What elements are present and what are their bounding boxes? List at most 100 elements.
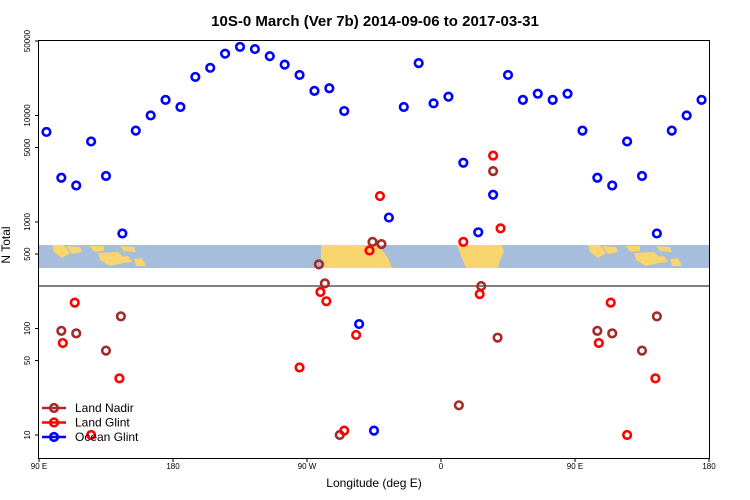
legend-item-ocean-glint: Ocean Glint xyxy=(42,430,139,444)
y-axis: 10 50 100 500 1000 5000 10000 50000 xyxy=(23,29,39,439)
point-land-glint xyxy=(474,289,485,300)
plot-frame xyxy=(38,40,710,459)
point-ocean-glint xyxy=(622,136,633,147)
point-ocean-glint xyxy=(100,170,112,182)
point-land-glint xyxy=(364,245,375,256)
point-ocean-glint xyxy=(249,43,260,55)
point-land-glint xyxy=(650,373,661,384)
point-land-glint xyxy=(315,286,326,298)
point-ocean-glint xyxy=(473,227,484,238)
point-ocean-glint xyxy=(117,228,128,239)
point-ocean-glint xyxy=(413,58,424,69)
point-ocean-glint xyxy=(145,110,156,121)
x-tick-label: 180 xyxy=(702,462,716,471)
point-land-glint xyxy=(339,425,350,436)
chart-title: 10S-0 March (Ver 7b) 2014-09-06 to 2017-… xyxy=(211,13,539,30)
y-tick-label: 500 xyxy=(23,247,32,261)
y-tick-label: 5000 xyxy=(23,138,32,156)
legend-item-land-nadir: Land Nadir xyxy=(42,401,134,415)
x-tick-label: 180 xyxy=(166,462,180,471)
point-ocean-glint xyxy=(696,94,707,105)
x-tick-label: 90 W xyxy=(298,462,317,471)
y-tick-label: 100 xyxy=(23,321,32,335)
point-land-nadir xyxy=(56,325,67,336)
point-ocean-glint xyxy=(130,125,141,136)
point-land-nadir xyxy=(651,311,662,322)
point-land-glint xyxy=(86,429,97,441)
point-ocean-glint xyxy=(264,51,275,62)
point-land-glint xyxy=(458,236,469,247)
y-tick-label: 50 xyxy=(23,356,32,365)
point-ocean-glint xyxy=(294,69,305,81)
point-land-glint xyxy=(374,190,386,202)
legend-item-land-glint: Land Glint xyxy=(42,416,130,430)
point-land-glint xyxy=(69,297,80,308)
point-land-nadir xyxy=(115,311,126,322)
point-ocean-glint xyxy=(502,69,514,81)
y-tick-label: 50000 xyxy=(23,29,32,52)
series-land-nadir xyxy=(56,166,662,441)
series-land-glint xyxy=(57,150,661,441)
point-land-nadir xyxy=(319,278,330,289)
point-ocean-glint xyxy=(488,189,499,200)
point-land-glint xyxy=(605,297,616,308)
point-land-nadir xyxy=(453,400,464,411)
point-ocean-glint xyxy=(443,91,454,102)
point-land-glint xyxy=(351,329,362,341)
point-ocean-glint xyxy=(547,94,558,105)
point-land-nadir xyxy=(367,236,378,247)
point-ocean-glint xyxy=(190,71,201,83)
point-ocean-glint xyxy=(234,41,246,53)
point-ocean-glint xyxy=(517,94,528,105)
point-ocean-glint xyxy=(681,110,692,121)
point-ocean-glint xyxy=(368,425,380,436)
point-ocean-glint xyxy=(458,157,469,168)
point-ocean-glint xyxy=(41,126,52,138)
legend-marker xyxy=(48,402,60,414)
legend-marker xyxy=(48,431,60,443)
y-tick-label: 10 xyxy=(23,430,32,439)
point-ocean-glint xyxy=(666,125,677,136)
point-ocean-glint xyxy=(56,172,67,183)
x-tick-label: 90 E xyxy=(567,462,583,471)
point-ocean-glint xyxy=(577,125,588,136)
point-land-glint xyxy=(622,429,633,441)
series-ocean-glint xyxy=(41,41,707,436)
point-land-glint xyxy=(495,223,506,234)
point-land-glint xyxy=(488,150,499,161)
point-ocean-glint xyxy=(398,101,409,113)
y-tick-label: 1000 xyxy=(23,213,32,231)
point-land-nadir xyxy=(100,345,112,356)
point-land-glint xyxy=(593,337,604,349)
point-ocean-glint xyxy=(175,101,186,113)
point-ocean-glint xyxy=(86,136,97,147)
point-ocean-glint xyxy=(532,88,543,99)
point-ocean-glint xyxy=(562,88,573,99)
map-land-indonesia-2 xyxy=(588,245,682,266)
y-axis-label: N Total xyxy=(0,226,13,263)
point-ocean-glint xyxy=(205,62,216,73)
point-ocean-glint xyxy=(651,228,662,239)
point-ocean-glint xyxy=(428,98,439,109)
point-ocean-glint xyxy=(309,85,320,97)
legend-label: Land Nadir xyxy=(75,401,134,415)
point-ocean-glint xyxy=(71,180,82,191)
point-land-nadir xyxy=(376,238,387,250)
map-land-indonesia-1 xyxy=(52,245,146,266)
point-ocean-glint xyxy=(636,170,648,182)
point-ocean-glint xyxy=(220,48,231,59)
point-land-nadir xyxy=(71,328,82,339)
point-land-nadir xyxy=(607,328,618,339)
point-ocean-glint xyxy=(607,180,618,191)
x-axis: 90 E 180 90 W 0 90 E 180 xyxy=(31,458,716,471)
map-land-africa xyxy=(457,245,504,268)
x-tick-label: 90 E xyxy=(31,462,47,471)
legend-label: Land Glint xyxy=(75,416,130,430)
world-map-strip xyxy=(39,245,709,268)
point-land-glint xyxy=(294,362,305,373)
point-ocean-glint xyxy=(592,172,603,183)
point-ocean-glint xyxy=(279,59,290,70)
point-ocean-glint xyxy=(383,212,394,223)
